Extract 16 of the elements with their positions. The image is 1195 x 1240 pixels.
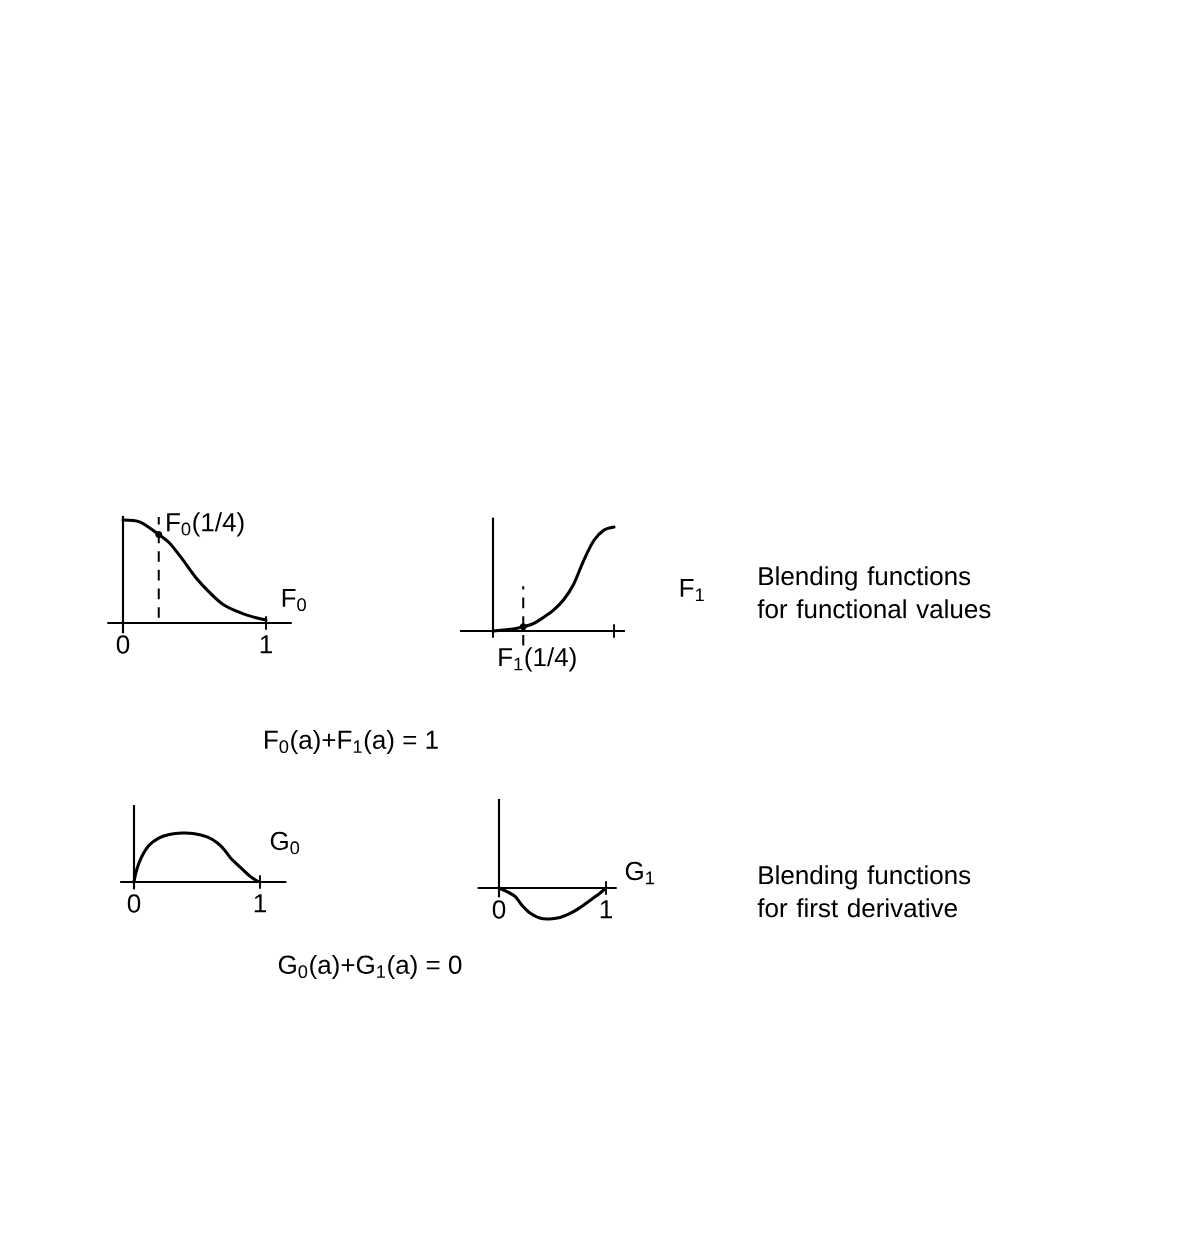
- x-tick-label: 0: [127, 894, 141, 913]
- series-label: G$_{0}$: [270, 831, 300, 855]
- series-label: F$_{0}$: [282, 588, 306, 612]
- annotation: F$_{0}$(1/4): [167, 512, 244, 537]
- text: F$_{1}$: [680, 578, 704, 602]
- x-tick-label: 1: [254, 894, 266, 913]
- x-tick-label: 1: [600, 900, 612, 919]
- series-label: G$_{1}$: [625, 861, 654, 885]
- text: Blending functions for first derivative: [757, 865, 971, 918]
- x-tick-label: 1: [260, 635, 272, 654]
- text: Blending functions for functional values: [757, 566, 991, 619]
- x-tick-label: 0: [492, 900, 506, 919]
- text: G$_{0}$(a)+G$_{1}$(a) = 0: [278, 954, 462, 980]
- annotation: F$_{1}$(1/4): [499, 647, 576, 672]
- x-tick-label: 0: [116, 635, 130, 654]
- text: F$_{0}$(a)+F$_{1}$(a) = 1: [265, 729, 438, 755]
